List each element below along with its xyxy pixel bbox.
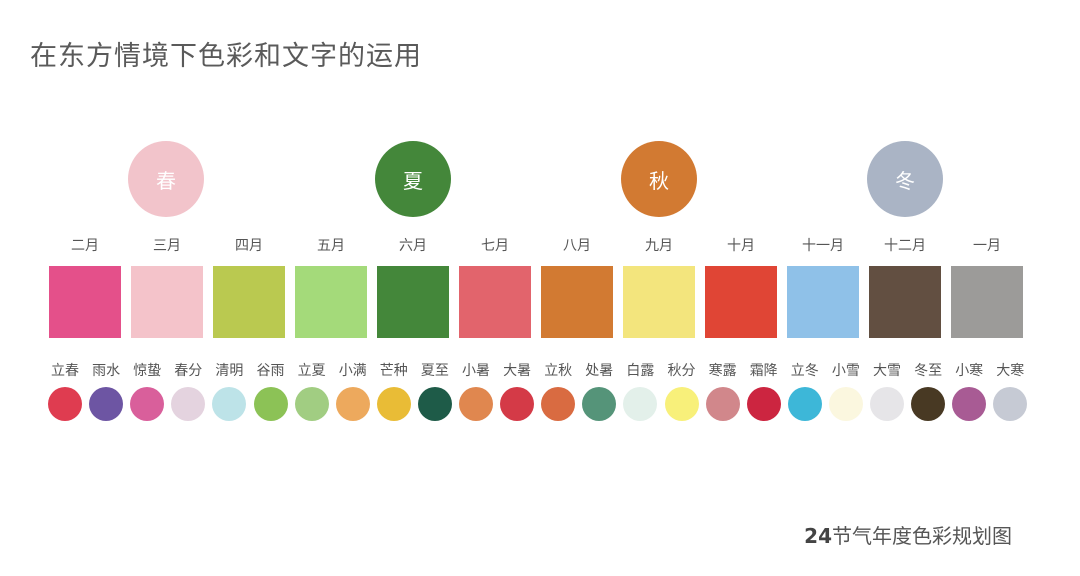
month-label: 十二月 (884, 238, 926, 254)
solar-term-label: 小寒 (955, 363, 984, 379)
solar-term-color-dot (294, 387, 329, 421)
solar-term-label: 立秋 (544, 363, 573, 379)
month-swatch (787, 266, 859, 338)
month-label: 八月 (563, 238, 591, 254)
solar-term-label: 小暑 (462, 363, 490, 379)
season-circle: 夏 (375, 141, 451, 217)
solar-term-color-dot (705, 387, 740, 421)
season-circle: 冬 (867, 141, 943, 217)
solar-term-color-dot (417, 387, 452, 421)
solar-term-label: 白露 (626, 363, 655, 379)
solar-term-color-dot (376, 387, 411, 421)
solar-term-color-dot (952, 387, 987, 421)
month-swatch (951, 266, 1023, 338)
season-circle: 春 (128, 141, 204, 217)
solar-term-color-dot (541, 387, 576, 421)
solar-term-label: 霜降 (749, 363, 778, 379)
solar-term-label: 秋分 (667, 363, 696, 379)
month-label: 十月 (727, 238, 755, 254)
solar-term-color-dot (212, 387, 247, 421)
month-label: 九月 (645, 238, 673, 254)
solar-term-label: 处暑 (585, 363, 614, 379)
solar-term-label: 小满 (338, 363, 367, 379)
solar-term-color-dot (335, 387, 370, 421)
month-swatch (705, 266, 777, 338)
solar-term-label: 芒种 (379, 363, 408, 379)
solar-term-color-dot (787, 387, 822, 421)
solar-term-label: 寒露 (708, 363, 737, 379)
solar-term-color-dot (48, 387, 82, 421)
month-label: 二月 (71, 238, 99, 254)
solar-term-color-dot (89, 387, 124, 421)
month-swatch (377, 266, 449, 338)
solar-term-label: 大雪 (873, 363, 901, 379)
solar-term-color-dot (828, 387, 863, 421)
solar-term-color-dot (500, 387, 535, 421)
solar-term-color-dot (993, 387, 1028, 421)
solar-term-label: 小雪 (831, 363, 860, 379)
solar-term-color-dot (870, 387, 904, 421)
solar-term-label: 大寒 (996, 363, 1025, 379)
month-label: 六月 (399, 238, 427, 254)
month-swatch (131, 266, 203, 338)
month-swatch (213, 266, 285, 338)
solar-term-color-dot (664, 387, 699, 421)
solar-term-color-dot (623, 387, 658, 421)
month-label: 五月 (317, 238, 345, 254)
footer-number: 24 (804, 524, 832, 548)
footer-text: 节气年度色彩规划图 (832, 524, 1012, 548)
month-swatch (541, 266, 613, 338)
month-label: 四月 (235, 238, 263, 254)
solar-term-label: 春分 (174, 363, 203, 379)
solar-term-label: 立夏 (297, 363, 326, 379)
season-circle: 秋 (621, 141, 697, 217)
month-label: 一月 (973, 238, 1001, 254)
solar-term-color-dot (130, 387, 165, 421)
solar-term-label: 大暑 (503, 363, 532, 379)
month-swatch (869, 266, 941, 338)
month-label: 十一月 (802, 238, 844, 254)
month-swatch (623, 266, 695, 338)
solar-term-color-dot (253, 387, 288, 421)
solar-term-color-dot (746, 387, 781, 421)
month-label: 三月 (153, 238, 181, 254)
solar-term-color-dot (171, 387, 206, 421)
solar-term-color-dot (911, 387, 946, 421)
solar-term-label: 夏至 (420, 363, 449, 379)
solar-term-label: 清明 (215, 363, 244, 379)
solar-term-color-dot (459, 387, 493, 421)
footer-caption: 24节气年度色彩规划图 (804, 520, 1012, 549)
solar-term-label: 惊蛰 (133, 363, 162, 379)
month-swatch (459, 266, 531, 338)
solar-term-color-dot (582, 387, 617, 421)
solar-term-label: 雨水 (92, 363, 121, 379)
solar-term-label: 立春 (51, 363, 79, 379)
page-title: 在东方情境下色彩和文字的运用 (30, 41, 422, 72)
solar-term-label: 冬至 (914, 363, 943, 379)
month-label: 七月 (481, 238, 509, 254)
month-swatch (295, 266, 367, 338)
month-swatch (49, 266, 121, 338)
solar-term-label: 立冬 (790, 363, 819, 379)
solar-term-label: 谷雨 (256, 363, 285, 379)
